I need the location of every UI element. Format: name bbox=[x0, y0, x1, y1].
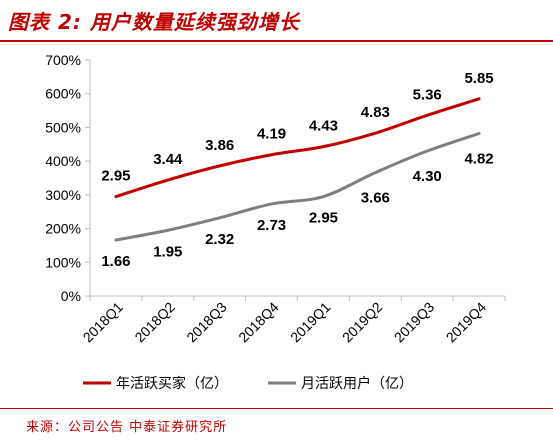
data-label: 4.43 bbox=[309, 118, 338, 135]
data-label: 4.19 bbox=[257, 126, 286, 143]
data-label: 3.66 bbox=[361, 190, 390, 207]
y-tick-label: 0% bbox=[61, 288, 81, 304]
source-divider bbox=[0, 408, 553, 409]
x-tick-label: 2019Q1 bbox=[287, 299, 334, 346]
data-label: 5.85 bbox=[464, 70, 493, 87]
title-underline bbox=[0, 40, 553, 42]
x-tick-label: 2018Q4 bbox=[235, 299, 282, 346]
x-tick-label: 2018Q1 bbox=[80, 299, 127, 346]
y-tick-label: 300% bbox=[45, 187, 81, 203]
chart-title: 图表 2: 用户数量延续强劲增长 bbox=[8, 10, 300, 34]
y-tick-label: 600% bbox=[45, 86, 81, 102]
x-tick-label: 2018Q3 bbox=[183, 299, 230, 346]
data-label: 1.66 bbox=[101, 253, 130, 270]
data-label: 3.86 bbox=[205, 137, 234, 154]
x-tick-label: 2018Q2 bbox=[131, 299, 178, 346]
y-tick-label: 700% bbox=[45, 52, 81, 68]
x-tick-label: 2019Q4 bbox=[443, 299, 490, 346]
y-tick-label: 400% bbox=[45, 153, 81, 169]
data-label: 5.36 bbox=[413, 86, 442, 103]
series-line-1 bbox=[114, 97, 481, 199]
data-label: 2.32 bbox=[205, 231, 234, 248]
data-label: 4.30 bbox=[413, 168, 442, 185]
legend-label-2: 月活跃用户（亿） bbox=[301, 375, 413, 392]
data-label: 4.82 bbox=[464, 150, 493, 167]
data-label: 3.44 bbox=[153, 151, 183, 168]
x-tick-label: 2019Q3 bbox=[391, 299, 438, 346]
legend-label-1: 年活跃买家（亿） bbox=[116, 375, 228, 392]
data-label: 1.95 bbox=[153, 243, 182, 260]
data-label: 2.95 bbox=[101, 168, 130, 185]
source-note: 来源：公司公告 中泰证券研究所 bbox=[26, 420, 228, 435]
y-tick-label: 500% bbox=[45, 119, 81, 135]
series-line-2 bbox=[114, 131, 481, 242]
data-label: 2.73 bbox=[257, 217, 286, 234]
line-chart: 0%100%200%300%400%500%600%700%2018Q1 2018… bbox=[45, 52, 506, 392]
data-label: 2.95 bbox=[309, 210, 338, 227]
y-tick-label: 100% bbox=[45, 254, 81, 270]
y-tick-label: 200% bbox=[45, 221, 81, 237]
data-label: 4.83 bbox=[361, 104, 390, 121]
x-tick-label: 2019Q2 bbox=[339, 299, 386, 346]
